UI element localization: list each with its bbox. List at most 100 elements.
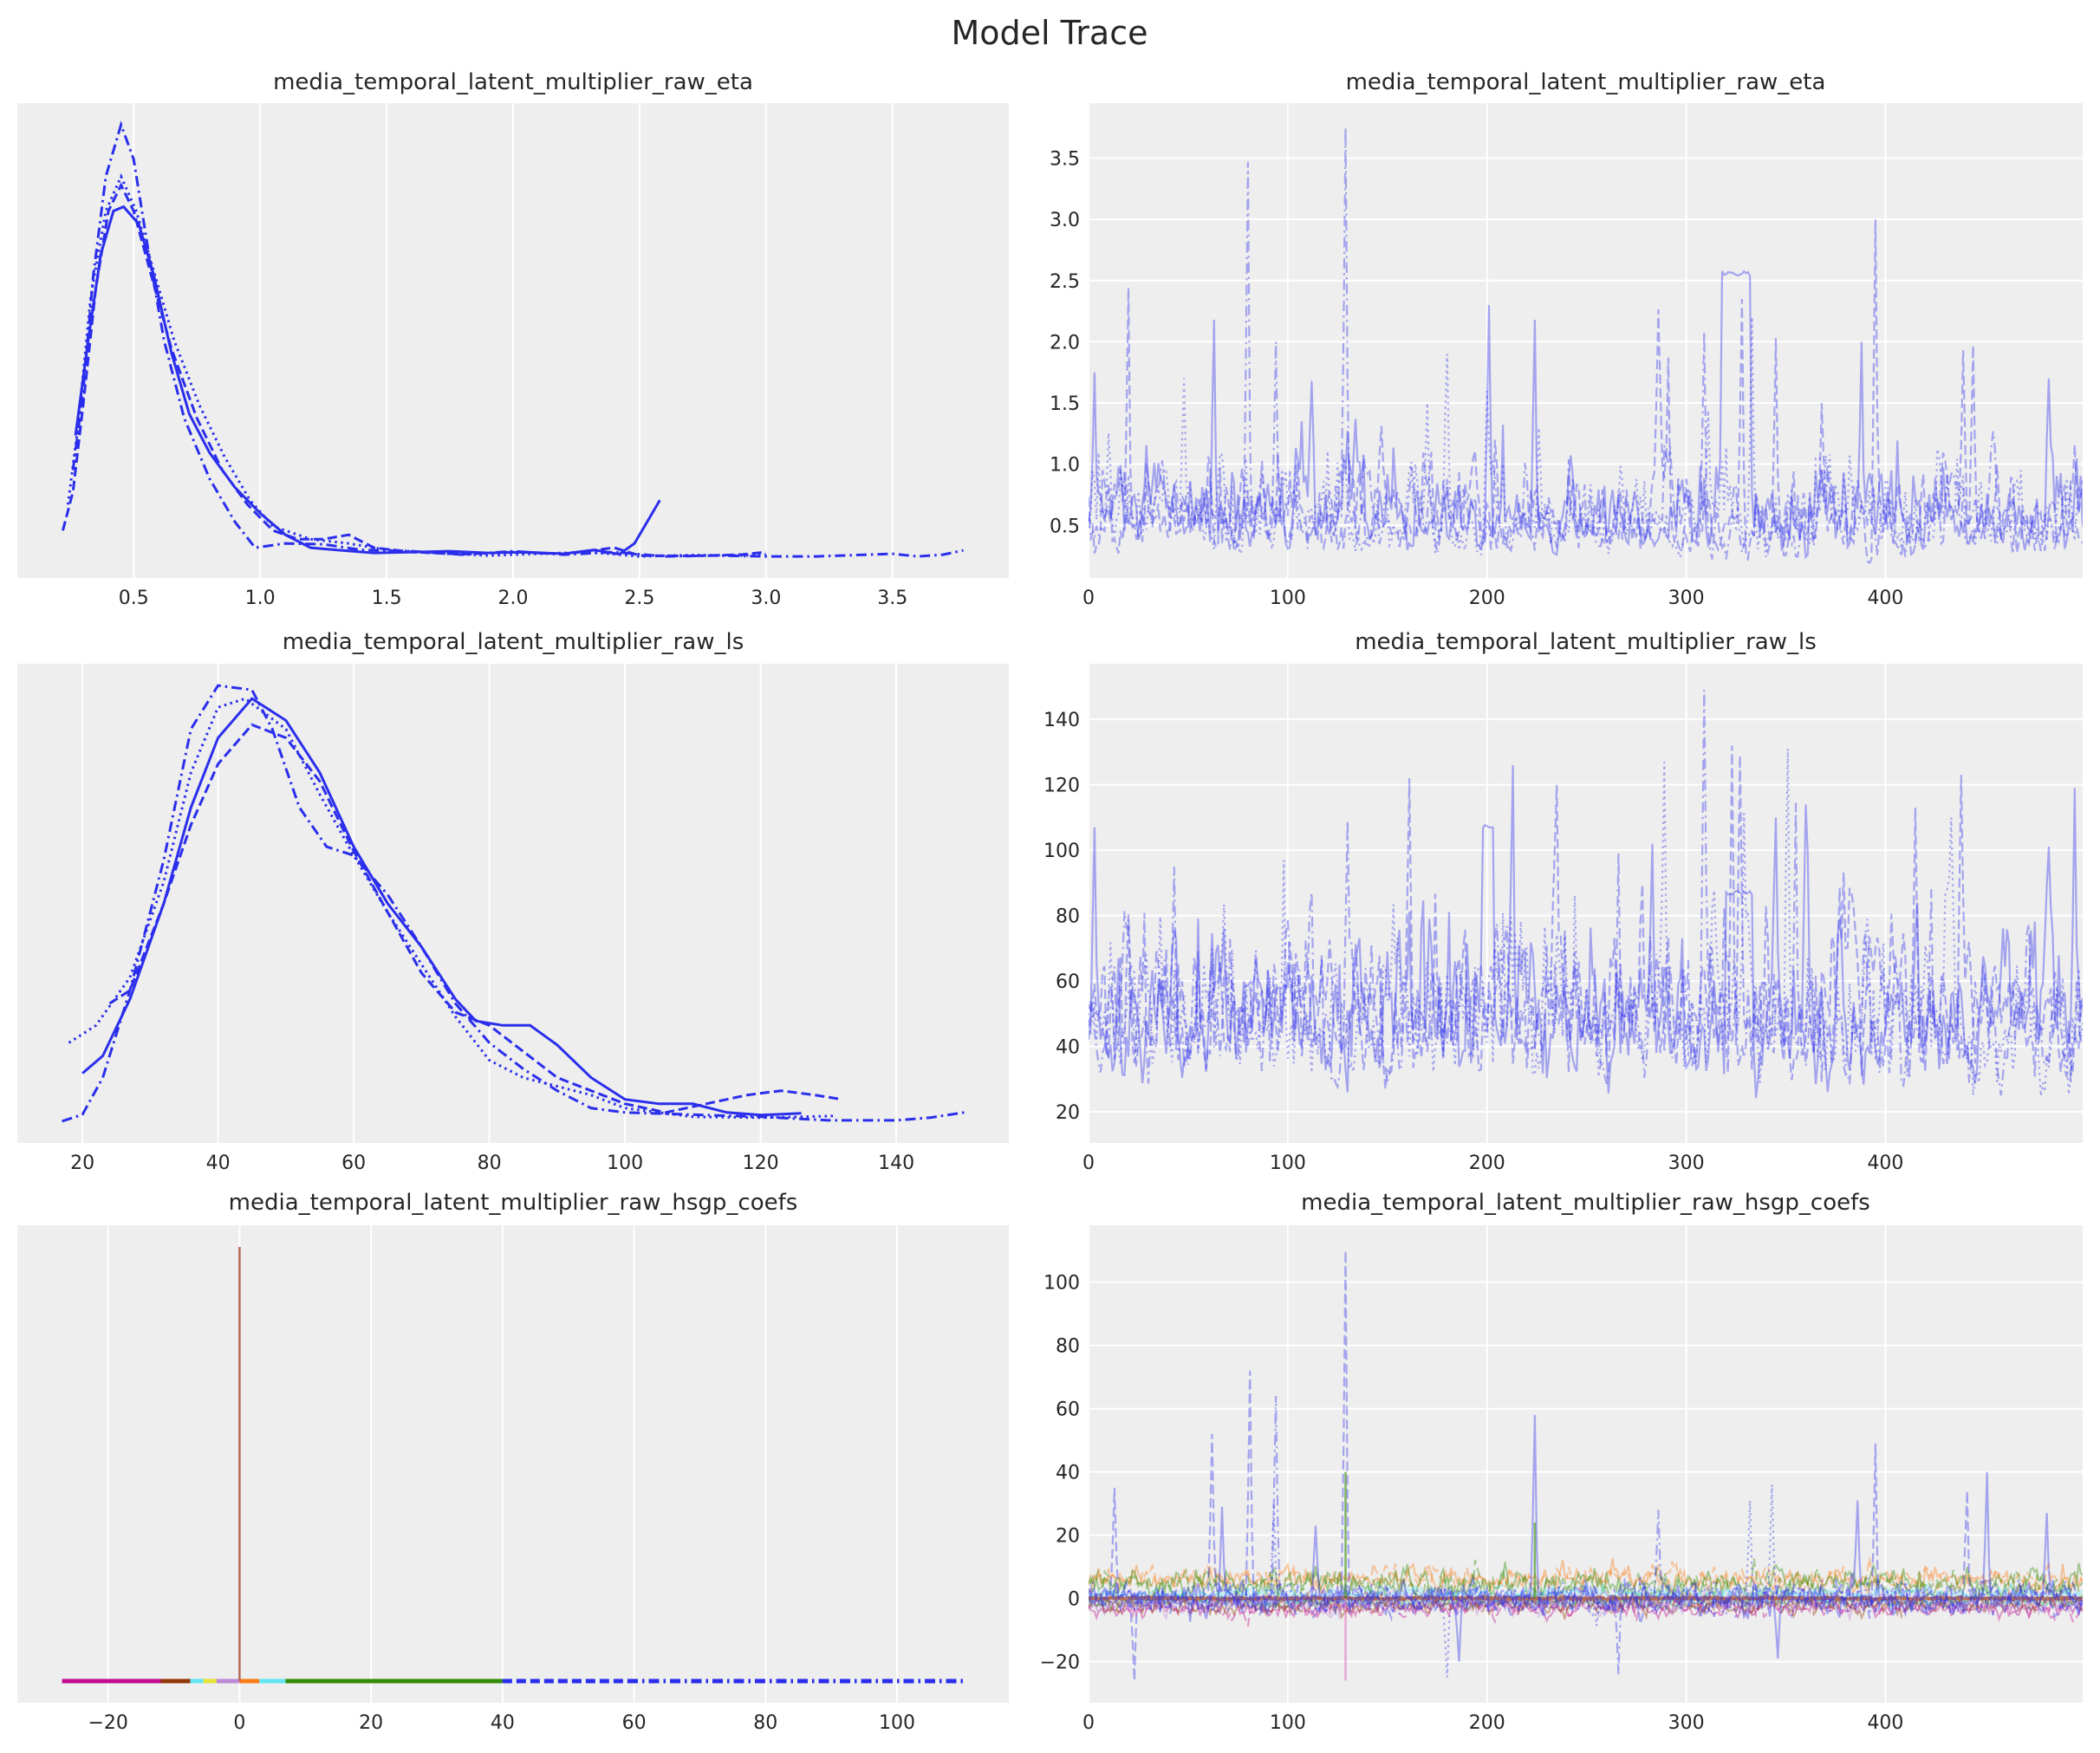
kde-line-dashed bbox=[62, 182, 766, 558]
y-tick-label: 80 bbox=[1056, 1336, 1080, 1358]
x-tick-label: 60 bbox=[622, 1712, 647, 1734]
trace-line-dashed bbox=[1089, 1250, 2083, 1681]
trace-line-coef bbox=[1089, 1594, 2083, 1602]
figure-title: Model Trace bbox=[952, 14, 1148, 52]
x-tick-label: 120 bbox=[743, 1152, 779, 1174]
subplot-trace-0: media_temporal_latent_multiplier_raw_eta… bbox=[1050, 69, 2083, 609]
y-tick-label: 3.0 bbox=[1050, 210, 1080, 231]
x-tick-label: 3.0 bbox=[751, 588, 781, 609]
y-tick-label: 60 bbox=[1056, 1399, 1080, 1421]
x-tick-label: 0.5 bbox=[119, 588, 149, 609]
x-tick-label: 300 bbox=[1668, 588, 1705, 609]
kde-line-dashdot bbox=[62, 684, 965, 1123]
x-tick-label: 400 bbox=[1867, 588, 1903, 609]
x-tick-label: 100 bbox=[1270, 1152, 1306, 1174]
x-tick-label: 60 bbox=[341, 1152, 366, 1174]
x-tick-label: 1.5 bbox=[372, 588, 402, 609]
x-tick-label: 100 bbox=[1270, 1712, 1306, 1734]
y-tick-label: 1.0 bbox=[1050, 455, 1080, 477]
trace-line-dashed bbox=[1089, 219, 2083, 565]
x-tick-label: 80 bbox=[753, 1712, 777, 1734]
plot-area bbox=[1089, 1225, 2083, 1703]
x-tick-label: 400 bbox=[1867, 1152, 1903, 1174]
subplot-kde-2: media_temporal_latent_multiplier_raw_hsg… bbox=[17, 1190, 1009, 1734]
trace-line-coef bbox=[1089, 1592, 2083, 1611]
y-tick-label: 40 bbox=[1056, 1463, 1080, 1484]
trace-line-dashdot bbox=[1089, 127, 2083, 560]
y-tick-label: 100 bbox=[1043, 1273, 1080, 1295]
plot-marks bbox=[1089, 1250, 2083, 1681]
x-tick-label: 3.5 bbox=[877, 588, 907, 609]
x-tick-label: 200 bbox=[1469, 1712, 1505, 1734]
trace-line-coef bbox=[1089, 1558, 2083, 1611]
y-tick-label: 80 bbox=[1056, 906, 1080, 928]
x-tick-label: 0 bbox=[1083, 1152, 1095, 1174]
plot-marks bbox=[1089, 127, 2083, 565]
trace-line-coef bbox=[1089, 1590, 2083, 1611]
y-tick-label: 2.5 bbox=[1050, 271, 1080, 293]
y-tick-label: 60 bbox=[1056, 971, 1080, 993]
x-tick-label: 200 bbox=[1469, 1152, 1505, 1174]
y-tick-label: 3.5 bbox=[1050, 149, 1080, 171]
x-tick-label: −20 bbox=[88, 1712, 127, 1734]
plot-area bbox=[17, 664, 1009, 1143]
trace-line-solid bbox=[1089, 764, 2083, 1099]
x-tick-label: 400 bbox=[1867, 1712, 1903, 1734]
subplot-trace-1: media_temporal_latent_multiplier_raw_ls 0… bbox=[1043, 629, 2083, 1174]
trace-line-coef bbox=[1089, 1582, 2083, 1622]
x-tick-label: 40 bbox=[206, 1152, 231, 1174]
y-tick-label: 120 bbox=[1043, 776, 1080, 797]
trace-line-coef bbox=[1089, 1561, 2083, 1604]
trace-line-dashed bbox=[1089, 745, 2083, 1089]
trace-line-coef bbox=[1089, 1594, 2083, 1627]
trace-line-dashdot bbox=[1089, 690, 2083, 1096]
y-tick-label: 40 bbox=[1056, 1037, 1080, 1059]
kde-line-dashed bbox=[108, 723, 842, 1114]
y-tick-label: 0 bbox=[1068, 1589, 1080, 1611]
y-tick-label: 2.0 bbox=[1050, 332, 1080, 354]
trace-line-coef bbox=[1089, 1557, 2083, 1596]
plot-marks bbox=[62, 1247, 963, 1684]
y-tick-label: 140 bbox=[1043, 710, 1080, 731]
x-tick-label: 0 bbox=[233, 1712, 245, 1734]
x-tick-label: 40 bbox=[491, 1712, 515, 1734]
x-tick-label: 300 bbox=[1668, 1152, 1705, 1174]
subplot-title: media_temporal_latent_multiplier_raw_hsg… bbox=[1301, 1190, 1870, 1216]
x-tick-label: 20 bbox=[70, 1152, 94, 1174]
x-tick-label: 2.5 bbox=[624, 588, 654, 609]
x-tick-label: 2.0 bbox=[498, 588, 529, 609]
subplot-trace-2: media_temporal_latent_multiplier_raw_hsg… bbox=[1040, 1190, 2083, 1734]
x-tick-label: 100 bbox=[1270, 588, 1306, 609]
trace-line-solid bbox=[1089, 1414, 2083, 1662]
y-tick-label: 100 bbox=[1043, 841, 1080, 862]
kde-line-dotted bbox=[68, 697, 835, 1120]
y-tick-label: 0.5 bbox=[1050, 516, 1080, 537]
y-tick-label: 20 bbox=[1056, 1102, 1080, 1124]
trace-line-dotted bbox=[1089, 317, 2083, 562]
x-tick-label: 100 bbox=[879, 1712, 915, 1734]
trace-line-coef bbox=[1089, 1557, 2083, 1598]
x-tick-label: 1.0 bbox=[245, 588, 276, 609]
x-tick-label: 100 bbox=[607, 1152, 643, 1174]
y-tick-label: 20 bbox=[1056, 1526, 1080, 1548]
x-tick-label: 140 bbox=[878, 1152, 914, 1174]
plot-area bbox=[1089, 103, 2083, 578]
x-tick-label: 20 bbox=[359, 1712, 383, 1734]
subplot-title: media_temporal_latent_multiplier_raw_ls bbox=[283, 629, 744, 655]
subplot-kde-0: media_temporal_latent_multiplier_raw_eta… bbox=[17, 69, 1009, 609]
x-tick-label: 0 bbox=[1083, 588, 1095, 609]
x-tick-label: 80 bbox=[478, 1152, 502, 1174]
trace-line-coef bbox=[1089, 1583, 2083, 1603]
subplot-kde-1: media_temporal_latent_multiplier_raw_ls 2… bbox=[17, 629, 1009, 1174]
subplot-title: media_temporal_latent_multiplier_raw_hsg… bbox=[229, 1190, 798, 1216]
subplot-title: media_temporal_latent_multiplier_raw_ls bbox=[1355, 629, 1817, 655]
subplot-title: media_temporal_latent_multiplier_raw_eta bbox=[273, 69, 753, 95]
plot-marks bbox=[62, 684, 965, 1123]
trace-line-solid bbox=[1089, 269, 2083, 560]
y-tick-label: 1.5 bbox=[1050, 393, 1080, 415]
plot-marks bbox=[1089, 690, 2083, 1099]
trace-line-coef bbox=[1089, 1581, 2083, 1607]
trace-line-dashdot bbox=[1089, 1395, 2083, 1675]
y-tick-label: −20 bbox=[1040, 1652, 1080, 1674]
